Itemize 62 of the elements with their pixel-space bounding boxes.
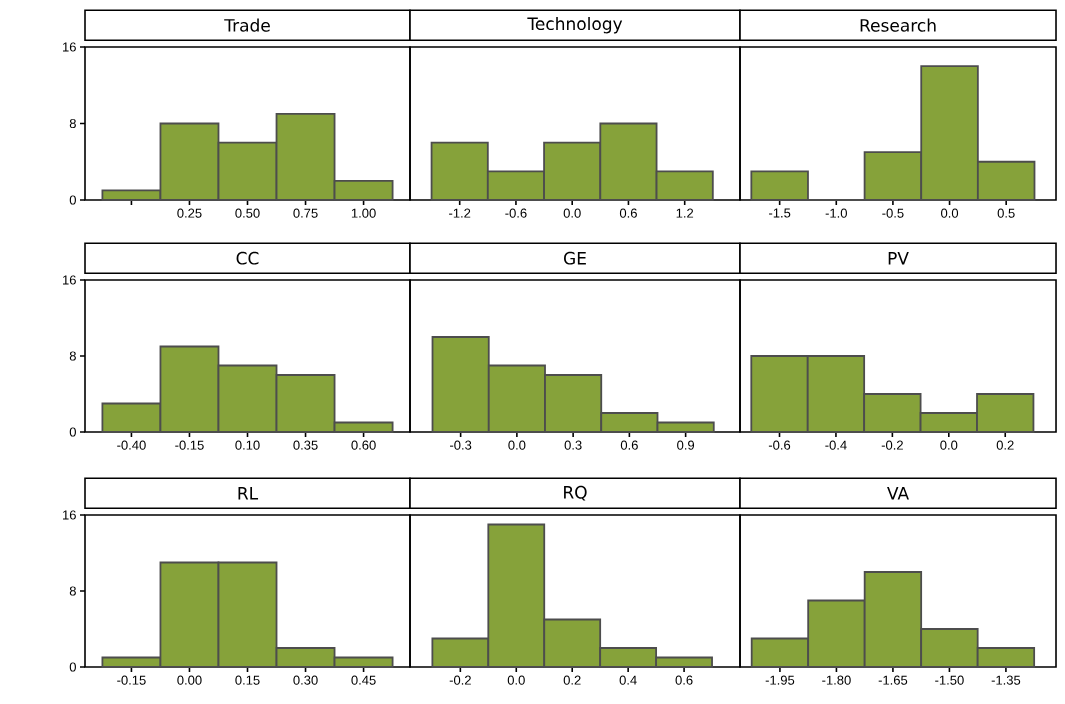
x-tick-label: -0.40 [117,440,146,450]
x-tick-label: -1.5 [769,208,791,218]
x-tick-label: 0.5 [997,208,1015,218]
x-tick-label: 0.6 [675,675,693,685]
chart-title: GE [564,251,586,265]
x-tick-label: -0.2 [449,675,471,685]
chart-title: RQ [564,485,587,501]
x-tick-label: -0.2 [881,440,903,450]
x-tick-label: -0.15 [117,675,146,685]
x-tick-label: -1.80 [822,675,851,685]
chart-title: VA [887,487,909,500]
x-tick-label: 0.30 [293,675,318,685]
x-tick-label: -1.50 [935,675,964,685]
x-tick-label: 0.3 [564,440,582,450]
x-tick-label: -0.3 [450,440,472,450]
x-tick-label: 0.6 [620,440,638,450]
chart-title: Trade [224,18,270,32]
x-tick-label: -0.15 [175,440,204,450]
x-tick-label: 0.45 [351,675,376,685]
x-tick-label: 0.15 [235,675,260,685]
y-tick-label: 8 [69,351,76,361]
chart-title: Research [860,18,936,32]
x-tick-label: 0.25 [177,208,202,218]
x-tick-label: -0.4 [825,440,847,450]
x-tick-label: 0.2 [563,675,581,685]
y-tick-label: 16 [63,42,76,52]
x-tick-label: 1.2 [676,208,694,218]
x-tick-label: -1.2 [449,208,471,218]
x-tick-label: 0.0 [508,440,526,450]
x-tick-label: 0.6 [619,208,637,218]
x-tick-label: 0.00 [177,675,202,685]
x-tick-label: 1.00 [351,208,376,218]
x-tick-label: -1.65 [878,675,908,685]
y-tick-label: 0 [69,662,76,672]
y-tick-label: 8 [69,118,76,129]
x-tick-label: 0.60 [351,440,376,450]
x-tick-label: -1.95 [765,675,795,685]
x-tick-label: 0.50 [235,208,260,218]
y-tick-label: 0 [69,195,76,205]
chart-title: Technology [527,16,623,34]
x-tick-label: -0.6 [768,440,791,450]
y-tick-label: 0 [69,427,76,437]
x-tick-label: 0.0 [507,675,525,685]
x-tick-label: -1.0 [825,208,847,218]
x-tick-label: 0.35 [293,440,318,450]
x-tick-label: 0.9 [677,440,695,450]
chart-title: RL [238,487,259,500]
y-tick-label: 8 [69,586,76,596]
y-tick-label: 16 [63,275,76,285]
x-tick-label: 0.0 [940,440,958,450]
x-tick-label: 0.0 [563,208,581,218]
x-tick-label: -0.5 [882,208,904,218]
x-tick-label: -0.6 [505,208,527,218]
x-tick-label: 0.75 [293,208,318,218]
x-tick-label: 0.4 [619,675,637,685]
x-tick-label: 0.0 [941,208,959,218]
y-tick-label: 16 [63,510,76,520]
x-tick-label: 0.10 [235,440,260,450]
chart-title: PV [888,252,909,265]
chart-title: CC [236,251,259,265]
x-tick-label: -1.35 [991,675,1021,685]
x-tick-label: 0.2 [996,440,1014,450]
